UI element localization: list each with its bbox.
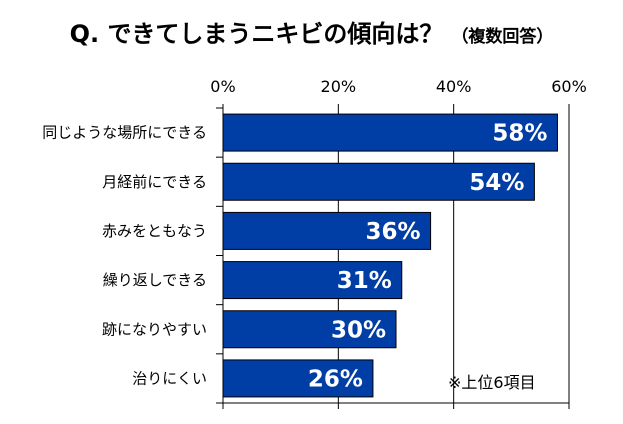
category-label: 治りにくい bbox=[132, 369, 207, 387]
data-label: 36% bbox=[366, 219, 421, 245]
bar-2 bbox=[222, 162, 535, 201]
data-label: 54% bbox=[469, 170, 524, 196]
data-label: 26% bbox=[308, 366, 363, 392]
data-label: 58% bbox=[492, 121, 547, 147]
title-subtitle: （複数回答） bbox=[451, 27, 554, 47]
bar-6 bbox=[222, 359, 374, 398]
data-label: 30% bbox=[331, 317, 386, 343]
annotation-note: ※上位6項目 bbox=[448, 373, 536, 392]
category-label: 同じような場所にできる bbox=[42, 124, 207, 142]
bar-1 bbox=[222, 113, 558, 152]
chart-title: Q. できてしまうニキビの傾向は？ （複数回答） bbox=[0, 14, 623, 49]
x-tick-label: 40% bbox=[436, 77, 472, 96]
data-label: 31% bbox=[337, 268, 392, 294]
bar-3 bbox=[222, 211, 432, 250]
bar-4 bbox=[222, 261, 403, 300]
x-tick-label: 0% bbox=[210, 77, 235, 96]
title-text: Q. できてしまうニキビの傾向は？ bbox=[69, 20, 444, 48]
category-label: 跡になりやすい bbox=[102, 320, 207, 338]
category-label: 赤みをともなう bbox=[102, 222, 207, 240]
category-label: 繰り返しできる bbox=[103, 271, 207, 289]
x-tick-label: 20% bbox=[321, 77, 357, 96]
x-tick-label: 60% bbox=[551, 77, 587, 96]
bar-5 bbox=[222, 310, 397, 349]
category-label: 月経前にできる bbox=[102, 173, 207, 191]
